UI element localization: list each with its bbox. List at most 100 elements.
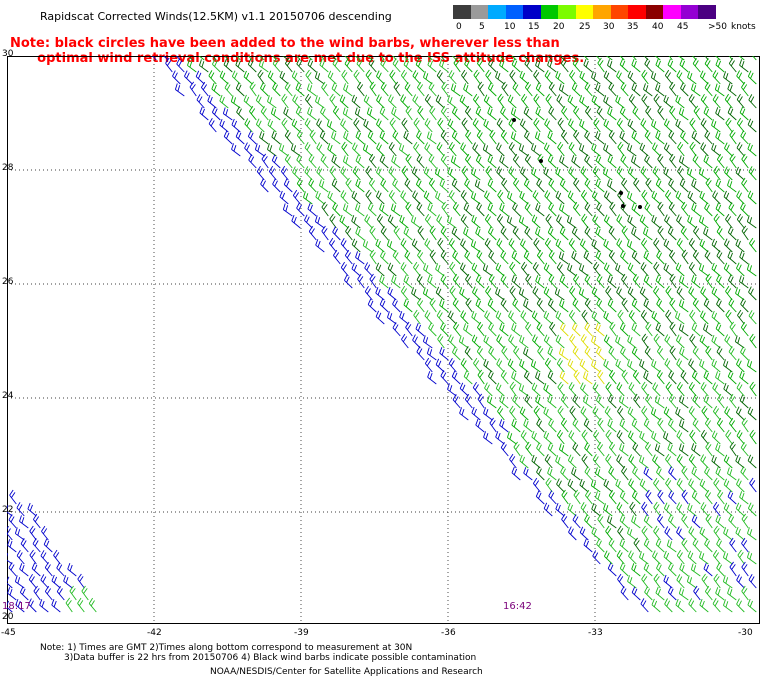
wind-barb xyxy=(555,190,565,205)
wind-barb xyxy=(475,298,485,313)
wind-barb xyxy=(530,359,541,373)
wind-barb xyxy=(727,250,737,265)
wind-barb xyxy=(632,106,641,121)
wind-barb xyxy=(536,178,545,193)
wind-barb xyxy=(692,57,701,73)
wind-barb xyxy=(631,346,641,361)
wind-barb xyxy=(211,82,221,97)
wind-barb xyxy=(640,118,649,133)
wind-barb xyxy=(641,573,649,589)
wind-barb xyxy=(712,549,721,565)
wind-barb xyxy=(736,142,745,157)
wind-barb xyxy=(657,489,665,505)
wind-barb xyxy=(571,322,581,337)
wind-barb xyxy=(412,190,421,205)
wind-barb xyxy=(547,467,557,481)
wind-barb xyxy=(327,56,337,61)
wind-barb xyxy=(547,394,557,409)
wind-barb xyxy=(387,311,397,325)
wind-barb xyxy=(355,178,365,193)
wind-barb xyxy=(725,429,733,445)
wind-barb xyxy=(415,178,425,193)
wind-barb xyxy=(580,382,589,397)
wind-barb xyxy=(435,191,445,205)
wind-barb xyxy=(579,238,589,253)
wind-barb xyxy=(532,334,541,349)
wind-barb xyxy=(592,550,601,565)
wind-barb xyxy=(559,299,569,313)
wind-barb xyxy=(148,56,157,61)
wind-barb xyxy=(483,359,493,373)
wind-barb xyxy=(580,166,589,181)
wind-barb xyxy=(668,370,677,385)
wind-barb xyxy=(32,538,41,553)
wind-barb xyxy=(436,214,445,229)
wind-barb xyxy=(482,263,493,277)
colorbar-swatch xyxy=(593,5,611,19)
wind-barb xyxy=(499,323,509,337)
wind-barb xyxy=(489,417,497,433)
wind-barb xyxy=(736,70,745,85)
wind-barb xyxy=(711,334,721,349)
wind-barb xyxy=(579,478,589,493)
wind-barb xyxy=(645,393,653,409)
wind-barb xyxy=(424,93,433,109)
wind-barb xyxy=(572,346,581,361)
wind-barb xyxy=(734,335,745,349)
wind-barb xyxy=(211,106,221,121)
wind-barb xyxy=(184,70,193,85)
wind-barb xyxy=(572,201,581,217)
wind-barb xyxy=(19,586,29,601)
wind-barb xyxy=(596,202,605,217)
wind-barb xyxy=(607,59,617,73)
wind-barb xyxy=(518,143,529,157)
wind-barb xyxy=(568,309,577,325)
wind-barb xyxy=(523,106,533,121)
wind-barb xyxy=(351,94,361,109)
wind-barb xyxy=(284,153,293,169)
wind-barb xyxy=(620,250,629,265)
wind-barb xyxy=(568,382,577,397)
contamination-flag xyxy=(512,118,516,122)
wind-barb xyxy=(473,93,481,109)
wind-barb xyxy=(655,178,665,193)
wind-barb xyxy=(447,95,457,109)
wind-barb xyxy=(619,58,629,73)
wind-barb xyxy=(460,358,469,373)
wind-barb xyxy=(607,418,617,433)
wind-barb xyxy=(703,370,713,385)
wind-barb xyxy=(655,58,665,73)
wind-barb xyxy=(627,118,637,133)
wind-barb xyxy=(740,346,749,361)
wind-barb xyxy=(28,573,37,589)
wind-barb xyxy=(463,227,473,241)
wind-barb xyxy=(712,405,721,421)
wind-barb xyxy=(508,310,517,325)
wind-barb xyxy=(304,166,313,181)
wind-barb xyxy=(603,95,613,109)
wind-barb xyxy=(627,527,637,541)
wind-barb xyxy=(200,81,209,97)
wind-barb xyxy=(304,142,313,157)
wind-barb xyxy=(735,56,745,61)
wind-barb xyxy=(686,575,697,589)
contamination-flag xyxy=(621,204,625,208)
wind-barb xyxy=(496,213,505,229)
wind-barb xyxy=(548,202,557,217)
wind-barb xyxy=(592,56,601,61)
wind-barb xyxy=(727,106,737,121)
wind-barb xyxy=(716,274,725,289)
wind-barb xyxy=(475,154,485,169)
colorbar-tick-label: 15 xyxy=(528,22,540,32)
wind-barb xyxy=(362,239,373,253)
wind-barb xyxy=(748,56,757,61)
wind-barb xyxy=(736,430,745,445)
colorbar-swatch xyxy=(645,5,664,19)
wind-barb xyxy=(533,117,541,133)
wind-barb xyxy=(667,58,677,73)
wind-barb xyxy=(633,177,641,193)
wind-barb xyxy=(341,141,349,157)
wind-barb xyxy=(447,383,457,397)
wind-barb xyxy=(571,82,581,97)
wind-barb xyxy=(511,58,521,73)
